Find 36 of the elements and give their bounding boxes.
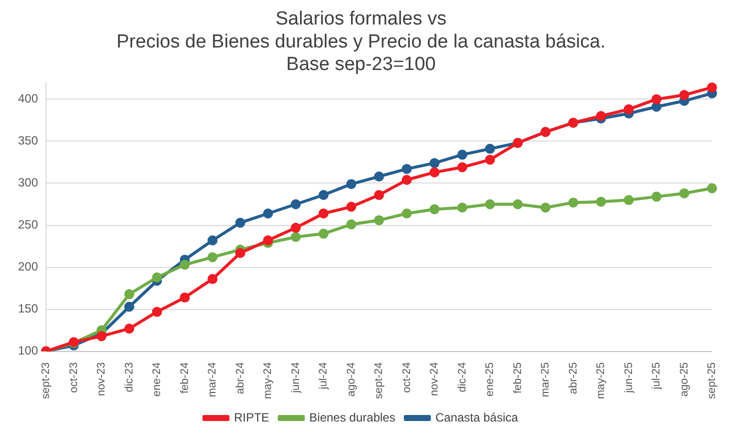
x-tick-label: ene-24: [151, 362, 164, 397]
y-tick-label: 250: [18, 218, 38, 232]
x-tick-label: dic-24: [456, 362, 468, 392]
y-tick-label: 400: [18, 92, 38, 106]
y-tick-label: 200: [18, 260, 38, 274]
y-tick-label: 150: [18, 302, 38, 316]
x-tick-label: sept-23: [40, 362, 52, 400]
legend-label: RIPTE: [234, 410, 270, 424]
x-tick-label: oct-24: [400, 362, 413, 393]
x-tick-label: sept-24: [373, 362, 386, 400]
x-tick-label: jul-24: [318, 362, 330, 390]
x-tick-label: jun-25: [622, 362, 635, 394]
y-tick-label: 350: [18, 134, 38, 148]
x-tick-label: nov-24: [428, 362, 441, 396]
chart-title: Salarios formales vs Precios de Bienes durables y Precio de la canasta básica. Base sep-23=100: [116, 8, 606, 76]
x-tick-label: abr-25: [567, 362, 580, 394]
x-tick-label: feb-25: [512, 362, 524, 394]
x-tick-label: ago-24: [345, 362, 358, 397]
y-tick-label: 300: [18, 176, 38, 190]
x-tick-label: may-25: [595, 362, 608, 399]
x-tick-label: jul-25: [650, 362, 663, 390]
x-tick-label: sept-25: [706, 362, 718, 400]
legend-label: Bienes durables: [309, 410, 396, 424]
x-tick-label: abr-24: [234, 362, 246, 394]
x-tick-label: oct-23: [68, 362, 80, 393]
x-tick-label: dic-23: [123, 362, 136, 392]
x-tick-label: ago-25: [678, 362, 690, 397]
legend-label: Canasta básica: [435, 410, 518, 424]
y-tick-label: 100: [18, 344, 38, 358]
x-tick-label: feb-24: [178, 362, 191, 394]
x-tick-label: may-24: [262, 362, 274, 399]
x-tick-label: mar-25: [540, 362, 552, 398]
x-tick-label: mar-24: [206, 362, 219, 398]
x-tick-label: nov-23: [96, 362, 108, 396]
x-tick-label: jun-24: [290, 362, 302, 394]
x-tick-label: ene-25: [484, 362, 496, 397]
